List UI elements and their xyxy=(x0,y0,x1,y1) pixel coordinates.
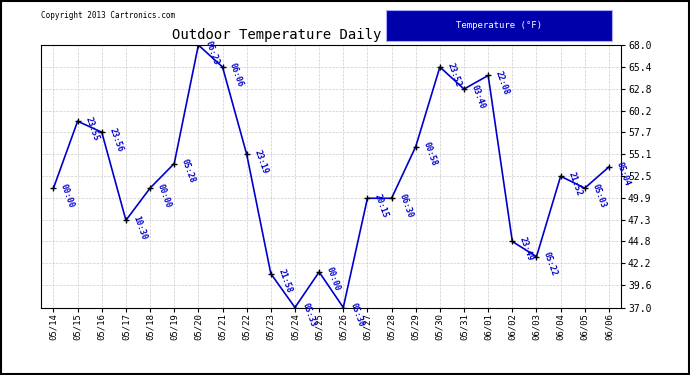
Text: 22:08: 22:08 xyxy=(494,70,511,96)
Text: 05:28: 05:28 xyxy=(180,158,197,184)
Text: 06:30: 06:30 xyxy=(397,192,414,219)
Text: 05:33: 05:33 xyxy=(301,302,317,328)
Text: 00:00: 00:00 xyxy=(156,182,172,209)
Text: 23:49: 23:49 xyxy=(518,236,535,262)
Text: 20:15: 20:15 xyxy=(373,192,390,219)
Text: 21:52: 21:52 xyxy=(566,170,583,197)
Text: 05:04: 05:04 xyxy=(615,161,631,188)
Text: Temperature (°F): Temperature (°F) xyxy=(456,21,542,30)
Text: 06:23: 06:23 xyxy=(204,39,221,66)
Text: 21:58: 21:58 xyxy=(277,268,293,294)
Text: 03:40: 03:40 xyxy=(470,83,486,110)
Title: Outdoor Temperature Daily Low 20130607: Outdoor Temperature Daily Low 20130607 xyxy=(172,28,491,42)
Text: 23:56: 23:56 xyxy=(108,126,124,153)
Text: 05:22: 05:22 xyxy=(542,251,559,278)
Text: Copyright 2013 Cartronics.com: Copyright 2013 Cartronics.com xyxy=(41,11,175,20)
Text: 05:03: 05:03 xyxy=(591,182,607,209)
FancyBboxPatch shape xyxy=(386,10,612,41)
Text: 23:52: 23:52 xyxy=(446,61,462,88)
Text: 06:06: 06:06 xyxy=(228,61,245,88)
Text: 23:19: 23:19 xyxy=(253,148,269,175)
Text: 23:55: 23:55 xyxy=(83,116,100,142)
Text: 00:00: 00:00 xyxy=(59,182,76,209)
Text: 00:00: 00:00 xyxy=(325,266,342,292)
Text: 10:30: 10:30 xyxy=(132,214,148,241)
Text: 05:30: 05:30 xyxy=(349,302,366,328)
Text: 00:58: 00:58 xyxy=(422,141,438,167)
